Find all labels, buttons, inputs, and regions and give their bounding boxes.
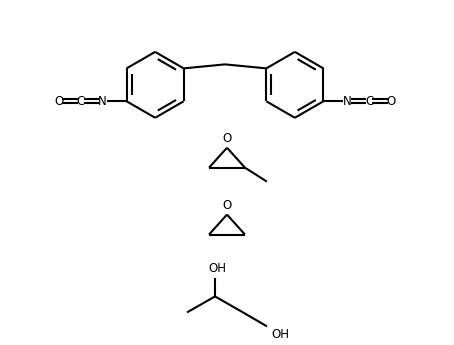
Text: O: O	[222, 132, 232, 145]
Text: N: N	[99, 95, 107, 108]
Text: OH: OH	[208, 263, 226, 275]
Text: N: N	[343, 95, 352, 108]
Text: C: C	[77, 95, 85, 108]
Text: OH: OH	[271, 328, 289, 341]
Text: C: C	[365, 95, 374, 108]
Text: O: O	[54, 95, 64, 108]
Text: O: O	[222, 199, 232, 211]
Text: O: O	[387, 95, 396, 108]
